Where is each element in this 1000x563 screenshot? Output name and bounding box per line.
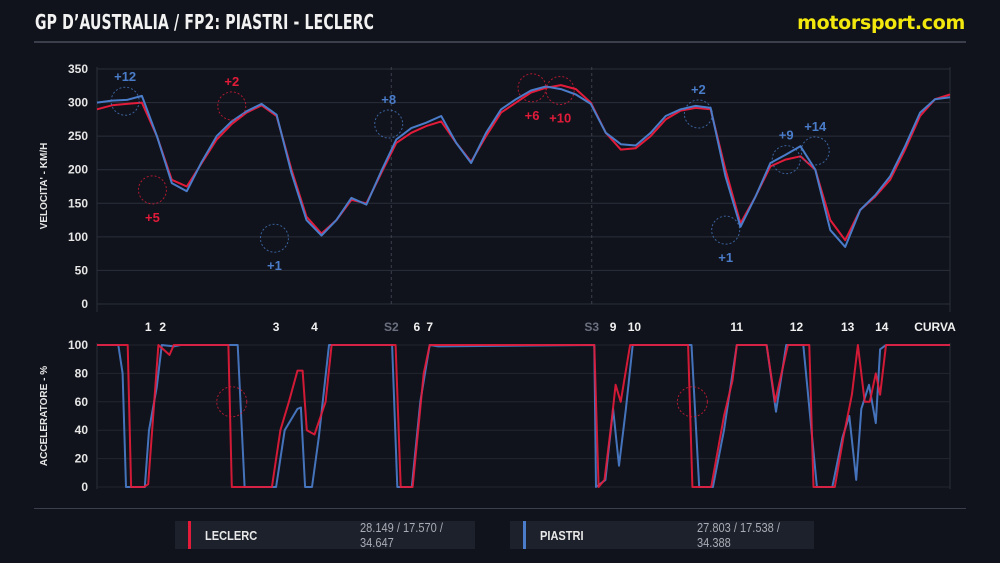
legend-driver-name: LECLERC [205, 527, 258, 543]
corner-label: 11 [730, 320, 743, 334]
delta-highlight-circle [800, 136, 830, 166]
delta-label: +14 [804, 119, 827, 134]
delta-label: +2 [224, 74, 239, 89]
legend-item-leclerc: LECLERC 28.149 / 17.570 / 34.647 [175, 520, 475, 550]
speed-y-tick: 250 [68, 129, 88, 143]
delta-label: +1 [718, 250, 733, 265]
throttle-y-tick: 80 [75, 366, 89, 380]
corner-label: 6 [414, 320, 421, 334]
speed-y-tick: 200 [68, 163, 88, 177]
throttle-y-tick: 20 [75, 452, 89, 466]
speed-y-tick: 150 [68, 196, 88, 210]
delta-label: +2 [691, 82, 706, 97]
delta-label: +5 [145, 210, 160, 225]
page-title: GP D’AUSTRALIA / FP2: PIASTRI - LECLERC [35, 10, 375, 34]
throttle-traces [97, 344, 950, 488]
piastri-color-swatch [523, 521, 527, 549]
delta-highlight-circle [110, 86, 140, 116]
corner-label: 12 [790, 320, 804, 334]
speed-line-leclerc [96, 84, 951, 242]
throttle-y-tick: 0 [81, 480, 88, 494]
corner-label: 2 [159, 320, 166, 334]
corner-axis-label: CURVA [914, 320, 956, 334]
corner-label: 7 [426, 320, 433, 334]
legend-sector-times: 27.803 / 17.538 / 34.388 [697, 520, 781, 550]
footer-divider [34, 508, 966, 509]
delta-label: +1 [267, 258, 282, 273]
speed-y-tick: 300 [68, 96, 88, 110]
speed-y-tick: 100 [68, 230, 88, 244]
delta-highlight-circle [217, 91, 247, 121]
throttle-annotations [216, 386, 708, 418]
brand-logo: motorsport.com [797, 12, 965, 34]
delta-highlight-circle [711, 215, 741, 245]
speed-annotations: +12 +5 +2 +1 +8 +6 +10 +2 +1 +9 +14 [110, 69, 830, 273]
legend-sector-times: 28.149 / 17.570 / 34.647 [360, 520, 444, 550]
throttle-y-tick: 100 [68, 338, 88, 352]
header-divider [34, 41, 966, 43]
delta-label: +8 [381, 92, 396, 107]
delta-highlight-circle [545, 75, 575, 105]
delta-highlight-circle [771, 145, 801, 175]
delta-label: +6 [525, 108, 540, 123]
delta-highlight-circle [137, 175, 167, 205]
throttle-line-piastri [97, 344, 950, 488]
throttle-y-tick: 40 [75, 423, 89, 437]
speed-y-axis-label: VELOCITA' - KM/H [39, 143, 50, 230]
legend-driver-name: PIASTRI [540, 527, 584, 543]
throttle-highlight-circle [216, 386, 248, 418]
legend-item-piastri: PIASTRI 27.803 / 17.538 / 34.388 [510, 520, 814, 550]
delta-highlight-circle [259, 223, 289, 253]
leclerc-color-swatch [188, 521, 192, 549]
corner-label: 10 [628, 320, 642, 334]
throttle-y-axis-label: ACCELERATORE - % [39, 366, 50, 466]
throttle-grid [96, 343, 951, 489]
speed-grid [96, 67, 951, 312]
delta-highlight-circle [374, 109, 404, 139]
corner-label: 14 [875, 320, 889, 334]
delta-highlight-circle [517, 73, 547, 103]
corner-label: 13 [841, 320, 855, 334]
sector-label: S3 [584, 320, 599, 334]
speed-traces [96, 84, 951, 248]
delta-highlight-circle [683, 99, 713, 129]
throttle-y-tick: 60 [75, 395, 89, 409]
sector-label: S2 [384, 320, 399, 334]
delta-label: +12 [114, 69, 136, 84]
corner-label: 3 [273, 320, 280, 334]
speed-y-tick: 50 [75, 263, 89, 277]
throttle-y-axis: 0 20 40 60 80 100 [68, 338, 88, 494]
delta-label: +9 [779, 128, 794, 143]
corner-label: 9 [610, 320, 617, 334]
delta-label: +10 [549, 110, 571, 125]
corner-labels: 1 2 3 4 S2 6 7 S3 9 10 11 12 13 14 CURVA [145, 320, 956, 334]
speed-y-axis: 0 50 100 150 200 250 300 350 [68, 62, 88, 311]
throttle-highlight-circle [676, 386, 708, 418]
speed-y-tick: 350 [68, 62, 88, 76]
corner-label: 1 [145, 320, 152, 334]
speed-line-piastri [96, 85, 951, 248]
throttle-line-leclerc [97, 344, 950, 488]
corner-label: 4 [311, 320, 318, 334]
speed-y-tick: 0 [81, 297, 88, 311]
